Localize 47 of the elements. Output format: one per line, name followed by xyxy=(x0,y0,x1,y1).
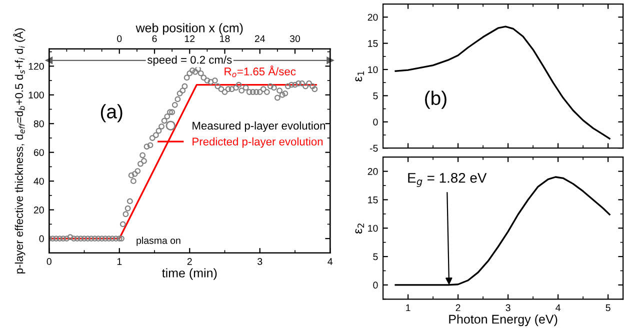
annotation: plasma on xyxy=(136,236,180,246)
annotation: (b) xyxy=(425,90,446,109)
y-tick-label: 100 xyxy=(28,92,44,99)
x2-axis-title: web position x (cm) xyxy=(136,23,243,35)
text: p-layer effective thickness, d$_{eff}$=d$_{b}$+0.5 d$_{s}$+f$_{i}$ d$_{i}$ (Å) xyxy=(13,28,26,274)
y-tick-label: 20 xyxy=(368,14,378,21)
x-tick-label: 2 xyxy=(187,258,192,265)
y-axis-title: ε$_{1}$ xyxy=(355,71,364,82)
x2-tick-label: 24 xyxy=(254,35,265,42)
x-tick-label: 3 xyxy=(506,304,510,312)
x-tick-label: 1 xyxy=(406,304,410,312)
x-tick-label: 4 xyxy=(556,304,560,312)
legend-label: Predicted p-layer evolution xyxy=(192,137,323,148)
y-tick-label: -5 xyxy=(370,144,378,152)
annotation: R$_{o}$=1.65 Å/sec xyxy=(224,66,296,78)
annotation: E$_{g}$ = 1.82 eV xyxy=(408,172,487,187)
y-tick-label: 10 xyxy=(368,224,378,232)
y-tick-label: 20 xyxy=(368,168,378,175)
x-tick-label: 0 xyxy=(46,258,52,265)
x2-tick-label: 30 xyxy=(290,35,300,42)
y-tick-label: 120 xyxy=(28,62,44,70)
y-tick-label: 15 xyxy=(368,40,378,47)
x-axis-title: Photon Energy (eV) xyxy=(449,314,558,326)
x-tick-label: 3 xyxy=(258,258,262,265)
legend-label: Measured p-layer evolution xyxy=(192,121,326,132)
y-tick-label: 40 xyxy=(34,178,44,185)
y-tick-label: 0 xyxy=(39,235,44,242)
y-tick-label: 10 xyxy=(368,66,378,74)
x-axis-title: time (min) xyxy=(162,268,217,280)
x2-tick-label: 18 xyxy=(220,35,230,42)
y-axis-title: ε$_{2}$ xyxy=(355,224,364,234)
y-tick-label: 5 xyxy=(373,92,378,100)
x-tick-label: 4 xyxy=(328,258,333,265)
x2-tick-label: 0 xyxy=(117,35,122,42)
x-tick-label: 2 xyxy=(456,304,460,312)
x2-tick-label: 12 xyxy=(184,35,195,42)
annotation: speed = 0.2 cm/s xyxy=(147,56,232,66)
annotation: (a) xyxy=(100,104,122,122)
y-tick-label: 0 xyxy=(373,118,378,126)
x2-tick-label: 6 xyxy=(152,35,157,42)
x-tick-label: 5 xyxy=(606,304,610,312)
y-tick-label: 60 xyxy=(34,149,44,156)
y-tick-label: 80 xyxy=(34,120,44,128)
y-tick-label: 15 xyxy=(368,196,378,204)
y-tick-label: 20 xyxy=(34,206,44,214)
x-tick-label: 1 xyxy=(117,258,122,265)
y-tick-label: 0 xyxy=(373,282,378,289)
